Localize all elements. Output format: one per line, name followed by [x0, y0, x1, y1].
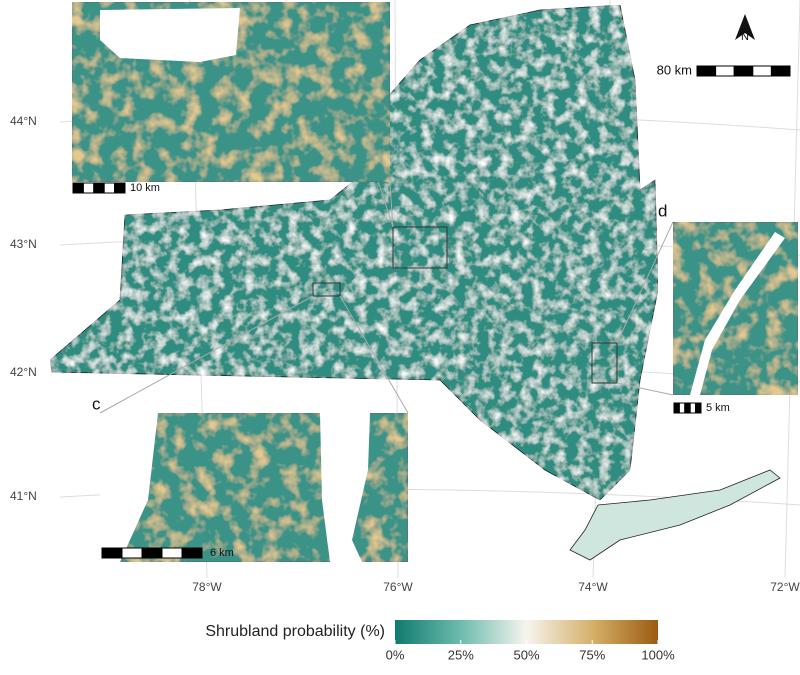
connector [616, 221, 674, 344]
scale-segment [752, 65, 772, 77]
scale-segment [770, 65, 791, 77]
scale-segment [82, 182, 95, 194]
legend-title: Shrubland probability (%) [205, 623, 385, 640]
locator-b [392, 226, 448, 269]
legend-tick-label: 100% [641, 647, 675, 662]
lon-label: 74°W [578, 580, 608, 594]
scale-segment [696, 65, 717, 77]
scale-segment [689, 402, 697, 414]
scale-label: 10 km [130, 182, 160, 194]
connector [389, 184, 394, 228]
inset-d [672, 221, 799, 396]
scale-segment [72, 182, 84, 194]
inset-b [71, 1, 391, 183]
scale-segment [678, 402, 686, 414]
scale-label: 5 km [706, 402, 730, 414]
scale-segment [715, 65, 735, 77]
legend-ticks: 0% 25% 50% 75% 100% [386, 640, 675, 662]
lat-label: 42°N [10, 365, 37, 379]
connector [616, 382, 674, 396]
legend-tick-label: 25% [448, 647, 474, 662]
scale-segment [114, 182, 126, 194]
panel-label: c [92, 394, 101, 413]
scale-segment [733, 65, 754, 77]
scale-segment [684, 402, 691, 414]
scale-segment [121, 547, 143, 559]
lat-label: 41°N [10, 489, 37, 503]
connector [339, 295, 409, 414]
state-shape [49, 4, 659, 501]
lat-label: 44°N [10, 114, 37, 128]
scale-segment [93, 182, 105, 194]
scale-segment [103, 182, 116, 194]
inset-c [99, 412, 409, 563]
scale-bar [673, 402, 702, 414]
lon-label: 72°W [770, 580, 800, 594]
legend-tick-label: 50% [513, 647, 539, 662]
scale-segment [161, 547, 183, 559]
legend-tick-label: 0% [386, 647, 405, 662]
scale-label: 80 km [657, 62, 692, 77]
lat-label: 43°N [10, 237, 37, 251]
north-label: N [741, 31, 749, 43]
scale-bar [696, 65, 791, 77]
scale-segment [695, 402, 702, 414]
lon-label: 76°W [383, 580, 413, 594]
scale-segment [181, 547, 203, 559]
scale-bar [101, 547, 203, 559]
scale-label: 6 km [210, 547, 234, 559]
scale-bar [72, 182, 126, 194]
locator-d [591, 342, 618, 384]
long-island [569, 469, 781, 561]
scale-segment [673, 402, 680, 414]
north-arrow: N [735, 14, 755, 43]
connector [99, 295, 314, 414]
lon-label: 78°W [192, 580, 222, 594]
scale-segment [101, 547, 123, 559]
locator-c [312, 282, 341, 297]
scale-segment [141, 547, 163, 559]
legend-tick-label: 75% [579, 647, 605, 662]
panel-label: d [658, 201, 667, 220]
